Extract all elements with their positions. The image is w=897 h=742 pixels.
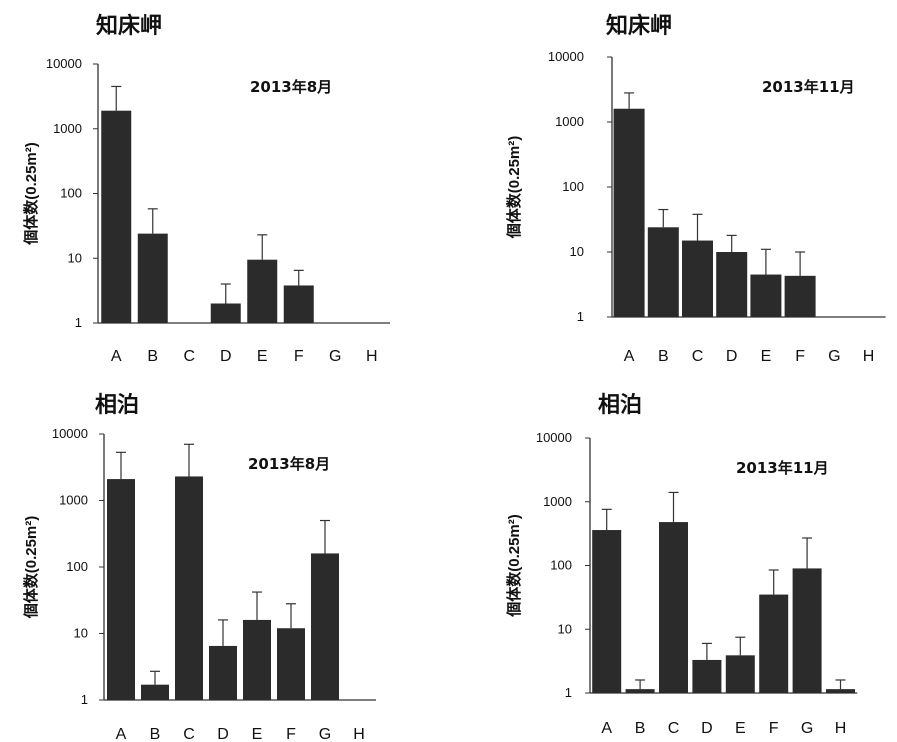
x-tick-label: H bbox=[835, 720, 847, 737]
bar bbox=[277, 628, 305, 700]
x-tick-label: G bbox=[329, 348, 341, 365]
x-tick-label: F bbox=[294, 348, 304, 365]
x-tick-label: D bbox=[701, 720, 713, 737]
x-tick-label: E bbox=[735, 720, 746, 737]
bar bbox=[725, 655, 755, 693]
y-tick-label: 100 bbox=[60, 186, 82, 201]
x-tick-label: H bbox=[353, 726, 365, 742]
bar bbox=[243, 619, 271, 700]
y-tick-label: 10 bbox=[74, 626, 88, 641]
y-tick-label: 1000 bbox=[543, 494, 572, 509]
chart-subtitle: 2013年11月 bbox=[762, 78, 855, 96]
x-tick-label: F bbox=[286, 726, 296, 742]
bar bbox=[716, 252, 748, 317]
x-tick-label: A bbox=[601, 720, 612, 737]
y-tick-label: 1000 bbox=[53, 121, 82, 136]
x-tick-label: G bbox=[319, 726, 331, 742]
x-tick-label: A bbox=[116, 726, 127, 742]
bar bbox=[175, 476, 203, 700]
y-tick-label: 10 bbox=[68, 250, 82, 265]
bar bbox=[647, 227, 679, 317]
x-tick-label: C bbox=[692, 348, 704, 365]
x-tick-label: H bbox=[366, 348, 378, 365]
bar bbox=[592, 530, 622, 693]
bar bbox=[311, 553, 339, 700]
y-tick-label: 1 bbox=[81, 692, 88, 707]
x-tick-label: B bbox=[635, 720, 646, 737]
y-axis-label: 個体数(0.25m²) bbox=[505, 136, 523, 240]
bar bbox=[101, 110, 132, 323]
x-tick-label: D bbox=[217, 726, 229, 742]
chart-title: 相泊 bbox=[95, 393, 140, 418]
bar bbox=[750, 274, 782, 317]
x-tick-label: D bbox=[220, 348, 232, 365]
y-tick-label: 10 bbox=[570, 244, 584, 259]
bar bbox=[826, 689, 855, 693]
y-tick-label: 10000 bbox=[52, 426, 88, 441]
bar bbox=[137, 233, 168, 323]
chart-subtitle: 2013年8月 bbox=[248, 455, 331, 473]
x-tick-label: C bbox=[183, 726, 195, 742]
x-tick-label: G bbox=[801, 720, 813, 737]
y-tick-label: 100 bbox=[66, 559, 88, 574]
bar bbox=[682, 240, 713, 317]
x-tick-label: A bbox=[624, 348, 635, 365]
x-tick-label: E bbox=[257, 348, 268, 365]
y-tick-label: 10000 bbox=[536, 430, 572, 445]
x-tick-label: D bbox=[726, 348, 738, 365]
y-axis-label: 個体数(0.25m²) bbox=[22, 516, 40, 620]
y-tick-label: 100 bbox=[562, 179, 584, 194]
chart-subtitle: 2013年11月 bbox=[736, 459, 829, 477]
x-tick-label: G bbox=[828, 348, 840, 365]
bar bbox=[283, 285, 314, 323]
bar bbox=[141, 684, 169, 700]
y-tick-label: 10000 bbox=[548, 49, 584, 64]
bar bbox=[784, 275, 816, 317]
y-tick-label: 1 bbox=[75, 315, 82, 330]
y-tick-label: 100 bbox=[550, 558, 572, 573]
x-tick-label: C bbox=[668, 720, 680, 737]
y-axis-label: 個体数(0.25m²) bbox=[505, 514, 523, 618]
x-tick-label: B bbox=[658, 348, 669, 365]
chart-title: 相泊 bbox=[598, 393, 643, 418]
bar bbox=[107, 479, 135, 700]
chart-title: 知床岬 bbox=[606, 14, 673, 39]
y-tick-label: 1 bbox=[565, 685, 572, 700]
bar bbox=[625, 689, 655, 693]
bar bbox=[692, 659, 722, 693]
bar bbox=[659, 522, 688, 693]
bar bbox=[792, 568, 822, 693]
bar bbox=[613, 108, 645, 317]
y-tick-label: 10000 bbox=[46, 56, 82, 71]
x-tick-label: F bbox=[769, 720, 779, 737]
x-tick-label: C bbox=[183, 348, 195, 365]
bar bbox=[247, 259, 278, 323]
bar bbox=[210, 303, 241, 323]
y-tick-label: 10 bbox=[558, 621, 572, 636]
y-tick-label: 1 bbox=[577, 309, 584, 324]
chart-title: 知床岬 bbox=[96, 14, 163, 39]
chart-subtitle: 2013年8月 bbox=[250, 78, 333, 96]
x-tick-label: B bbox=[150, 726, 161, 742]
x-tick-label: E bbox=[761, 348, 772, 365]
y-tick-label: 1000 bbox=[555, 114, 584, 129]
x-tick-label: H bbox=[863, 348, 875, 365]
x-tick-label: F bbox=[795, 348, 805, 365]
x-tick-label: A bbox=[111, 348, 122, 365]
x-tick-label: B bbox=[147, 348, 158, 365]
y-tick-label: 1000 bbox=[59, 493, 88, 508]
bar bbox=[209, 645, 237, 700]
x-tick-label: E bbox=[252, 726, 263, 742]
y-axis-label: 個体数(0.25m²) bbox=[22, 142, 40, 246]
bar bbox=[759, 594, 789, 693]
